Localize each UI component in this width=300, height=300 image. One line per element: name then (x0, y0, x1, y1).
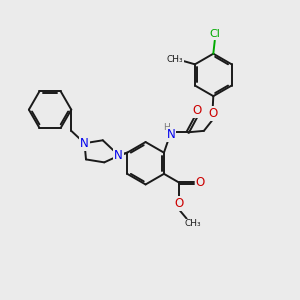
Text: N: N (114, 149, 123, 162)
Text: O: O (208, 107, 217, 120)
Text: O: O (192, 104, 201, 117)
Text: CH₃: CH₃ (167, 56, 183, 64)
Text: O: O (196, 176, 205, 189)
Text: CH₃: CH₃ (184, 219, 201, 228)
Text: Cl: Cl (209, 29, 220, 39)
Text: N: N (167, 128, 175, 141)
Text: N: N (80, 137, 89, 150)
Text: O: O (175, 197, 184, 210)
Text: H: H (163, 123, 170, 132)
